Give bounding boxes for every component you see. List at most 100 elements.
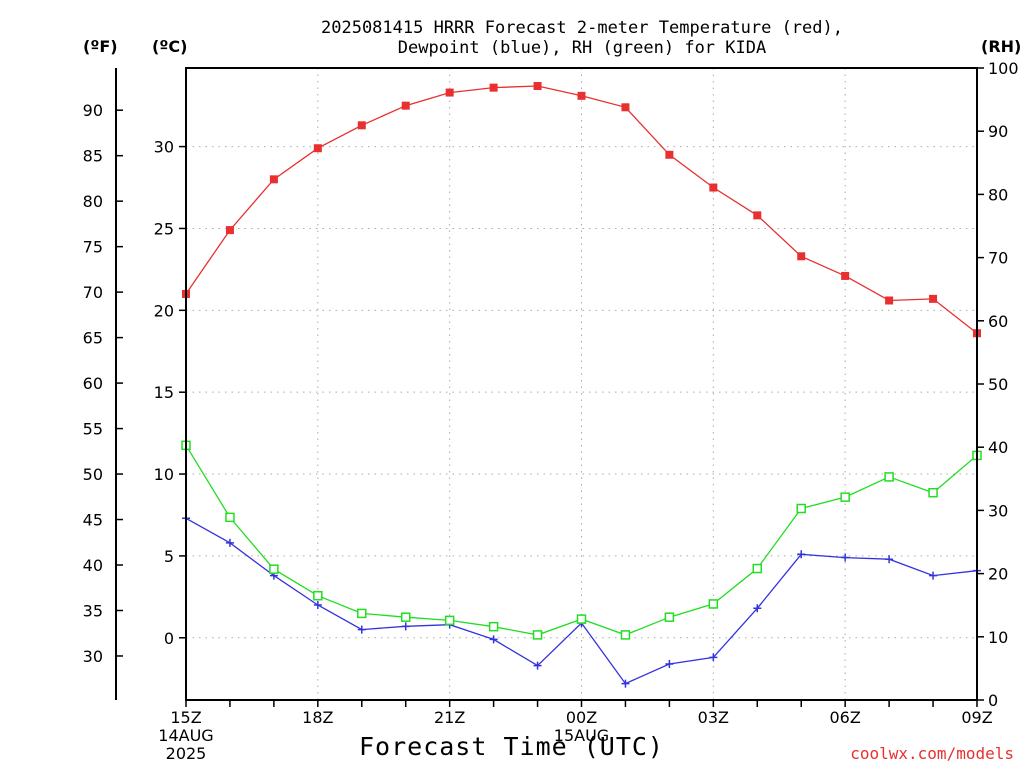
fahrenheit-tick-label: 80 <box>83 192 103 211</box>
rh-point <box>664 612 675 622</box>
rh-tick-label: 90 <box>988 122 1008 141</box>
temperature-point <box>357 121 366 130</box>
fahrenheit-tick-label: 30 <box>83 647 103 666</box>
rh-tick-label: 80 <box>988 185 1008 204</box>
x-tick-label: 03Z <box>698 708 729 727</box>
x-tick-label: 00Z <box>566 708 597 727</box>
temperature-point <box>225 226 234 235</box>
x-tick-date: 14AUG <box>158 726 213 745</box>
fahrenheit-tick-label: 75 <box>83 238 103 257</box>
fahrenheit-tick-label: 90 <box>83 101 103 120</box>
temperature-point <box>753 211 762 220</box>
x-tick-label: 09Z <box>961 708 992 727</box>
rh-tick-label: 100 <box>988 59 1019 78</box>
fahrenheit-tick-label: 50 <box>83 465 103 484</box>
fahrenheit-tick-label: 70 <box>83 283 103 302</box>
fahrenheit-tick-label: 35 <box>83 601 103 620</box>
rh-tick-label: 70 <box>988 249 1008 268</box>
rh-point <box>928 487 938 498</box>
fahrenheit-tick-label: 65 <box>83 329 103 348</box>
fahrenheit-tick-label: 60 <box>83 374 103 393</box>
dewpoint-point <box>885 555 894 564</box>
x-tick-year: 2025 <box>166 744 207 763</box>
rh-point <box>532 630 543 640</box>
celsius-tick-label: 0 <box>164 629 174 648</box>
x-axis-label: Forecast Time (UTC) <box>359 732 664 761</box>
rh-tick-label: 30 <box>988 501 1008 520</box>
rh-point <box>576 614 587 624</box>
rh-tick-label: 10 <box>988 628 1008 647</box>
fahrenheit-unit-label: (ºF) <box>83 37 118 56</box>
rh-point <box>488 621 499 632</box>
dewpoint-point <box>533 661 542 670</box>
rh-point <box>269 564 279 574</box>
temperature-point <box>269 175 278 184</box>
temperature-point <box>401 101 410 110</box>
fahrenheit-tick-label: 40 <box>83 556 103 575</box>
dewpoint-point <box>797 550 806 559</box>
rh-tick-label: 60 <box>988 312 1008 331</box>
plot-area <box>186 68 977 700</box>
dewpoint-point <box>929 571 938 580</box>
celsius-tick-label: 5 <box>164 547 174 566</box>
rh-point <box>444 615 455 626</box>
dewpoint-point <box>709 653 718 662</box>
rh-point <box>840 492 850 502</box>
temperature-point <box>533 82 542 91</box>
rh-unit-label: (RH) <box>981 37 1022 56</box>
rh-tick-label: 50 <box>988 375 1008 394</box>
dewpoint-point <box>225 538 234 547</box>
celsius-tick-label: 15 <box>154 383 174 402</box>
fahrenheit-tick-label: 85 <box>83 147 103 166</box>
temperature-point <box>885 296 894 305</box>
rh-point <box>313 590 323 601</box>
rh-point <box>357 608 367 619</box>
rh-tick-label: 0 <box>988 691 998 710</box>
rh-tick-label: 20 <box>988 565 1008 584</box>
chart-title: 2025081415 HRRR Forecast 2-meter Tempera… <box>321 18 843 38</box>
rh-point <box>400 612 411 622</box>
dewpoint-point <box>357 625 366 634</box>
temperature-point <box>313 144 322 153</box>
celsius-tick-label: 10 <box>154 465 174 484</box>
temperature-point <box>797 252 806 261</box>
x-tick-label: 15Z <box>170 708 201 727</box>
dewpoint-point <box>841 553 850 562</box>
temperature-point <box>621 103 630 112</box>
rh-point <box>620 630 631 640</box>
rh-point <box>796 503 806 514</box>
credit-link[interactable]: coolwx.com/models <box>850 744 1014 763</box>
rh-point <box>884 472 894 482</box>
temperature-point <box>577 91 586 100</box>
temperature-point <box>665 150 674 159</box>
celsius-tick-label: 20 <box>154 301 174 320</box>
temperature-point <box>709 183 718 192</box>
x-tick-label: 18Z <box>302 708 333 727</box>
temperature-point <box>929 294 938 303</box>
temperature-point <box>841 271 850 280</box>
rh-point <box>708 599 719 609</box>
fahrenheit-tick-label: 55 <box>83 420 103 439</box>
temperature-point <box>445 88 454 97</box>
celsius-tick-label: 30 <box>154 138 174 157</box>
x-tick-date: 15AUG <box>554 726 609 745</box>
dewpoint-point <box>665 659 674 668</box>
dewpoint-point <box>313 601 322 610</box>
dewpoint-point <box>621 679 630 688</box>
x-tick-label: 21Z <box>434 708 465 727</box>
dewpoint-point <box>753 604 762 613</box>
fahrenheit-tick-label: 45 <box>83 511 103 530</box>
x-tick-label: 06Z <box>830 708 861 727</box>
dewpoint-point <box>489 635 498 644</box>
dewpoint-point <box>401 622 410 631</box>
rh-point <box>225 512 235 523</box>
rh-tick-label: 40 <box>988 438 1008 457</box>
series-lines <box>181 82 982 688</box>
temperature-point <box>489 83 498 92</box>
celsius-unit-label: (ºC) <box>152 37 188 56</box>
celsius-tick-label: 25 <box>154 219 174 238</box>
rh-point <box>752 563 763 574</box>
chart-subtitle: Dewpoint (blue), RH (green) for KIDA <box>397 38 767 58</box>
